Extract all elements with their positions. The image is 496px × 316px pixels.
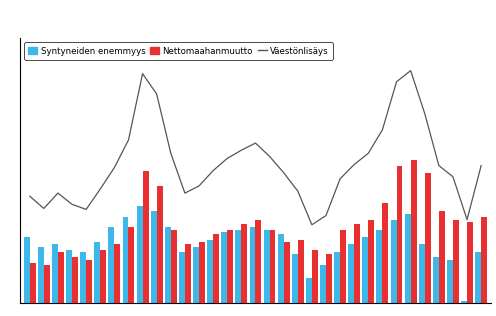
Bar <box>72 258 78 303</box>
Bar <box>461 301 467 303</box>
Bar <box>348 244 354 303</box>
Bar <box>340 230 346 303</box>
Bar <box>44 264 50 303</box>
Legend: Syntyneiden enemmyys, Nettomaahanmuutto, Väestönlisäys: Syntyneiden enemmyys, Nettomaahanmuutto,… <box>24 42 333 60</box>
Bar <box>115 244 121 303</box>
Bar <box>38 247 44 303</box>
Bar <box>227 230 233 303</box>
Bar <box>94 242 100 303</box>
Bar <box>376 230 382 303</box>
Bar <box>165 227 171 303</box>
Bar <box>80 252 86 303</box>
Bar <box>24 237 30 303</box>
Bar <box>236 230 242 303</box>
Bar <box>334 252 340 303</box>
Bar <box>390 220 396 303</box>
Bar <box>419 244 425 303</box>
Bar <box>109 227 115 303</box>
Bar <box>363 237 369 303</box>
Bar <box>52 244 58 303</box>
Bar <box>312 250 318 303</box>
Bar <box>467 222 473 303</box>
Bar <box>185 244 191 303</box>
Bar <box>207 240 213 303</box>
Bar <box>298 240 304 303</box>
Bar <box>213 234 219 303</box>
Bar <box>142 171 148 303</box>
Bar <box>405 214 411 303</box>
Bar <box>475 252 481 303</box>
Bar <box>221 232 227 303</box>
Bar <box>242 224 248 303</box>
Bar <box>269 230 275 303</box>
Bar <box>369 220 374 303</box>
Bar <box>481 216 487 303</box>
Bar <box>278 234 284 303</box>
Bar <box>326 254 332 303</box>
Bar <box>425 173 431 303</box>
Bar <box>396 166 402 303</box>
Bar <box>320 264 326 303</box>
Bar <box>284 242 290 303</box>
Bar <box>439 211 445 303</box>
Bar <box>411 161 417 303</box>
Bar <box>292 254 298 303</box>
Bar <box>354 224 360 303</box>
Bar <box>179 252 185 303</box>
Bar <box>171 230 177 303</box>
Bar <box>128 227 134 303</box>
Bar <box>66 250 72 303</box>
Bar <box>123 216 128 303</box>
Bar <box>382 203 388 303</box>
Bar <box>249 227 255 303</box>
Bar <box>255 220 261 303</box>
Bar <box>199 242 205 303</box>
Bar <box>433 258 439 303</box>
Bar <box>453 220 459 303</box>
Bar <box>58 252 64 303</box>
Bar <box>157 186 163 303</box>
Bar <box>100 250 106 303</box>
Bar <box>263 230 269 303</box>
Bar <box>306 278 312 303</box>
Bar <box>137 206 142 303</box>
Bar <box>193 247 199 303</box>
Bar <box>30 263 36 303</box>
Bar <box>86 260 92 303</box>
Bar <box>447 260 453 303</box>
Bar <box>151 211 157 303</box>
